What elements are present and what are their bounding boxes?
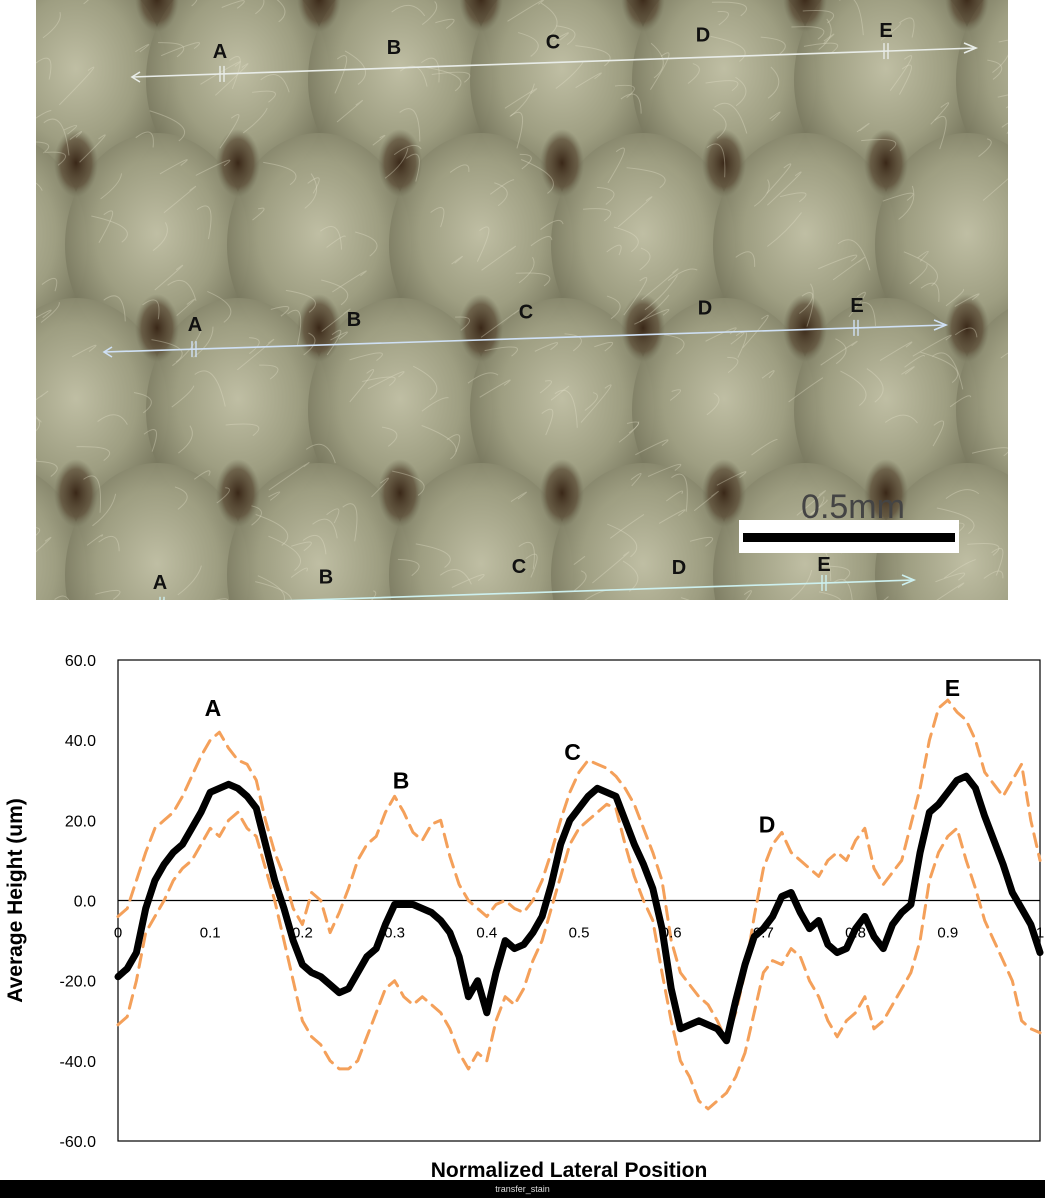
scan-line-2-label-c: C	[519, 301, 533, 323]
scan-line-1-label-c: C	[546, 32, 560, 54]
series-line-lower-bound	[116, 802, 1042, 1111]
chart-svg: -60.0 -40.0 -20.0 0.0 20.0 40.0 60.0 0 0.1 0.2 0.…	[4, 653, 1044, 1182]
peak-label-b: B	[393, 767, 410, 793]
x-axis-tick-labels: 0 0.1 0.2 0.3 0.4 0.5 0.6 0.7 0.8 0.9 1	[114, 925, 1044, 942]
scan-line-3-label-d: D	[672, 557, 686, 579]
scan-line-2-label-b: B	[347, 309, 361, 331]
scale-bar-label: 0.5mm	[801, 488, 905, 526]
footer-caption: transfer_stain	[495, 1184, 550, 1194]
scan-line-3-label-e: E	[817, 554, 830, 576]
fabric-micrograph: A B C D E A B C D E A B C D E 0.5mm	[36, 0, 1008, 600]
x-tick-label: 0.5	[569, 925, 590, 942]
x-tick-label: 0.9	[937, 925, 958, 942]
y-tick-label: -40.0	[60, 1054, 97, 1071]
x-tick-label: 0.1	[200, 925, 221, 942]
x-tick-label: 0	[114, 925, 122, 942]
y-tick-label: 60.0	[65, 653, 96, 670]
peak-label-e: E	[945, 675, 960, 701]
scan-line-3: A B C D E	[153, 554, 917, 600]
height-profile-chart: -60.0 -40.0 -20.0 0.0 20.0 40.0 60.0 0 0.1 0.2 0.…	[0, 600, 1045, 1182]
footer-caption-bar: transfer_stain	[0, 1180, 1045, 1198]
scan-line-1-label-e: E	[879, 20, 892, 42]
y-axis-title: Average Height (um)	[4, 798, 27, 1003]
x-tick-label: 0.7	[753, 925, 774, 942]
x-tick-label: 0.2	[292, 925, 313, 942]
peak-label-a: A	[205, 695, 222, 721]
scan-line-1-label-d: D	[696, 24, 710, 46]
scan-line-3-label-c: C	[512, 556, 526, 578]
y-tick-label: -20.0	[60, 974, 97, 991]
x-tick-label: 1	[1036, 925, 1044, 942]
scan-line-2-label-e: E	[850, 295, 863, 317]
peak-label-d: D	[759, 811, 776, 837]
series-line-upper-bound	[116, 698, 1042, 1043]
y-tick-label: 20.0	[65, 813, 96, 830]
scan-line-2-label-d: D	[698, 298, 712, 320]
y-tick-label: -60.0	[60, 1134, 97, 1151]
x-tick-label: 0.3	[384, 925, 405, 942]
scan-line-2: A B C D E	[102, 295, 949, 358]
scan-line-1: A B C D E	[130, 20, 979, 83]
scan-line-1-label-a: A	[213, 41, 227, 63]
scan-line-3-label-b: B	[319, 566, 333, 588]
x-tick-label: 0.8	[845, 925, 866, 942]
x-tick-label: 0.4	[476, 925, 497, 942]
peak-annotations: A B C D E	[205, 675, 960, 837]
y-tick-label: 0.0	[74, 894, 96, 911]
micrograph-image: A B C D E A B C D E A B C D E 0.5mm	[36, 0, 1008, 600]
peak-label-c: C	[564, 739, 581, 765]
y-tick-label: 40.0	[65, 733, 96, 750]
x-axis-title: Normalized Lateral Position	[431, 1159, 708, 1180]
y-axis-tick-labels: -60.0 -40.0 -20.0 0.0 20.0 40.0 60.0	[60, 653, 97, 1151]
scan-line-2-label-a: A	[188, 314, 202, 336]
scan-line-3-label-a: A	[153, 572, 167, 594]
x-tick-label: 0.6	[661, 925, 682, 942]
scan-line-1-label-b: B	[387, 37, 401, 59]
series-layer	[114, 698, 1044, 1111]
series-line-mean	[114, 772, 1044, 1045]
scale-bar: 0.5mm	[739, 488, 959, 553]
